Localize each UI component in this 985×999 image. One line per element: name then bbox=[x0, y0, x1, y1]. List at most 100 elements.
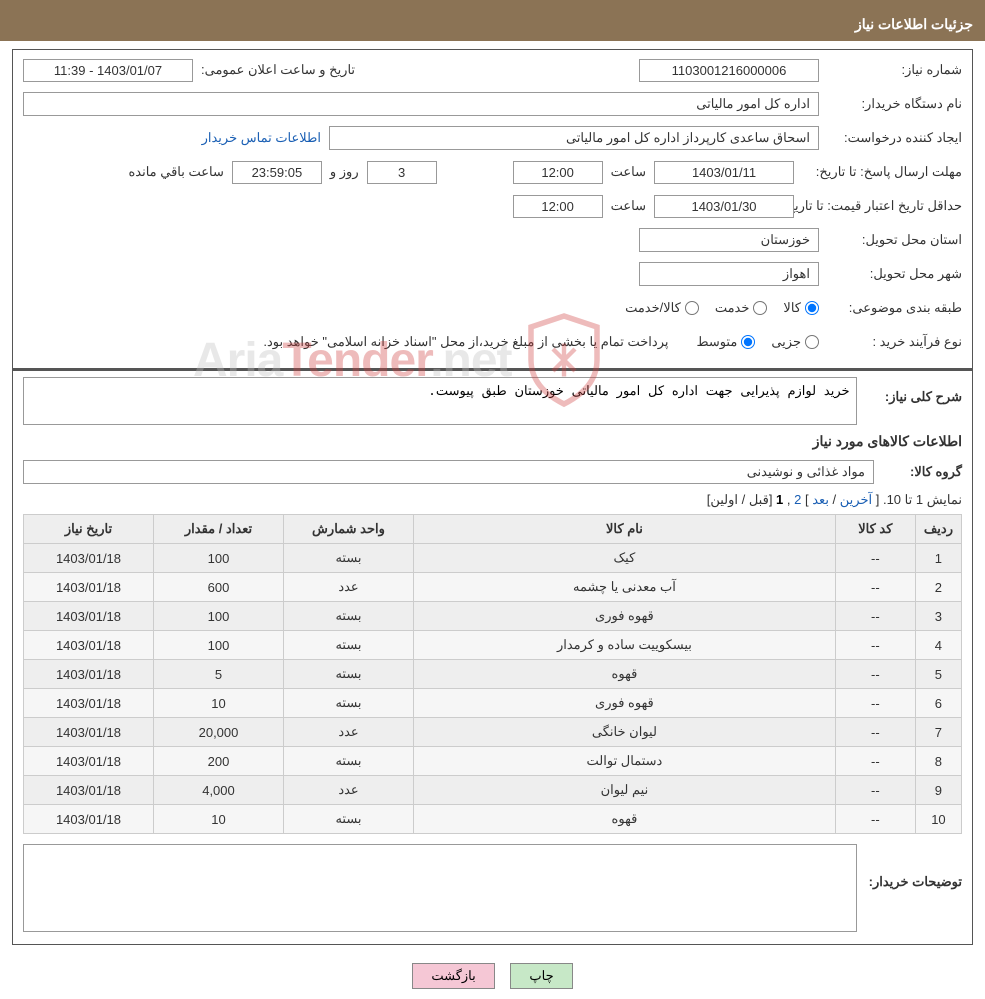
category-radio-both[interactable]: کالا/خدمت bbox=[625, 300, 699, 316]
table-row: 8--دستمال توالتبسته2001403/01/18 bbox=[24, 747, 962, 776]
table-cell: 3 bbox=[915, 602, 961, 631]
goods-table: ردیفکد کالانام کالاواحد شمارشتعداد / مقد… bbox=[23, 514, 962, 834]
top-band bbox=[0, 0, 985, 8]
table-cell: 1403/01/18 bbox=[24, 602, 154, 631]
table-cell: بسته bbox=[284, 805, 414, 834]
table-cell: بسته bbox=[284, 660, 414, 689]
description-textarea[interactable] bbox=[23, 377, 857, 425]
table-cell: 10 bbox=[915, 805, 961, 834]
need-number-label: شماره نیاز: bbox=[827, 60, 962, 80]
page-first: اولین bbox=[710, 492, 738, 507]
validity-label: حداقل تاریخ اعتبار قیمت: تا تاریخ: bbox=[802, 196, 962, 216]
deadline-days: 3 bbox=[367, 161, 437, 184]
province-label: استان محل تحویل: bbox=[827, 230, 962, 250]
validity-date: 1403/01/30 bbox=[654, 195, 794, 218]
table-cell: آب معدنی یا چشمه bbox=[414, 573, 836, 602]
city-value: اهواز bbox=[639, 262, 819, 286]
city-label: شهر محل تحویل: bbox=[827, 264, 962, 284]
table-cell: 5 bbox=[915, 660, 961, 689]
deadline-remain-label: ساعت باقي مانده bbox=[128, 162, 223, 182]
table-cell: 1 bbox=[915, 544, 961, 573]
table-cell: بسته bbox=[284, 602, 414, 631]
pagination: نمایش 1 تا 10. [ آخرین / بعد ] 2 , 1 [قب… bbox=[23, 492, 962, 508]
purchase-type-label: نوع فرآیند خرید : bbox=[827, 332, 962, 352]
table-cell: 600 bbox=[154, 573, 284, 602]
requester-label: ایجاد کننده درخواست: bbox=[827, 128, 962, 148]
table-cell: بیسکوییت ساده و کرمدار bbox=[414, 631, 836, 660]
table-header-cell: واحد شمارش bbox=[284, 515, 414, 544]
button-bar: چاپ بازگشت bbox=[0, 953, 985, 999]
table-cell: 1403/01/18 bbox=[24, 747, 154, 776]
table-cell: 1403/01/18 bbox=[24, 718, 154, 747]
table-cell: -- bbox=[835, 660, 915, 689]
deadline-date: 1403/01/11 bbox=[654, 161, 794, 184]
table-cell: قهوه bbox=[414, 660, 836, 689]
province-value: خوزستان bbox=[639, 228, 819, 252]
table-cell: -- bbox=[835, 718, 915, 747]
table-cell: بسته bbox=[284, 631, 414, 660]
table-cell: 2 bbox=[915, 573, 961, 602]
table-cell: بسته bbox=[284, 544, 414, 573]
deadline-label: مهلت ارسال پاسخ: تا تاریخ: bbox=[802, 162, 962, 182]
table-cell: قهوه فوری bbox=[414, 602, 836, 631]
table-cell: دستمال توالت bbox=[414, 747, 836, 776]
validity-time-label: ساعت bbox=[611, 196, 646, 216]
table-row: 1--کیکبسته1001403/01/18 bbox=[24, 544, 962, 573]
table-cell: نیم لیوان bbox=[414, 776, 836, 805]
table-cell: -- bbox=[835, 805, 915, 834]
table-body: 1--کیکبسته1001403/01/182--آب معدنی یا چش… bbox=[24, 544, 962, 834]
table-cell: -- bbox=[835, 573, 915, 602]
table-cell: 1403/01/18 bbox=[24, 776, 154, 805]
back-button[interactable]: بازگشت bbox=[412, 963, 494, 989]
page-prev: قبل bbox=[749, 492, 769, 507]
announce-date-label: تاریخ و ساعت اعلان عمومی: bbox=[201, 60, 355, 80]
table-cell: -- bbox=[835, 689, 915, 718]
table-cell: -- bbox=[835, 602, 915, 631]
category-radio-service[interactable]: خدمت bbox=[715, 300, 768, 316]
table-row: 10--قهوهبسته101403/01/18 bbox=[24, 805, 962, 834]
print-button[interactable]: چاپ bbox=[510, 963, 572, 989]
table-cell: 1403/01/18 bbox=[24, 660, 154, 689]
table-cell: 200 bbox=[154, 747, 284, 776]
table-cell: 4,000 bbox=[154, 776, 284, 805]
announce-date-value: 1403/01/07 - 11:39 bbox=[23, 59, 193, 82]
table-cell: 8 bbox=[915, 747, 961, 776]
page-title: جزئیات اطلاعات نیاز bbox=[0, 8, 985, 41]
need-number-value: 1103001216000006 bbox=[639, 59, 819, 82]
table-header-cell: تعداد / مقدار bbox=[154, 515, 284, 544]
table-cell: -- bbox=[835, 776, 915, 805]
table-cell: 1403/01/18 bbox=[24, 689, 154, 718]
table-cell: 100 bbox=[154, 544, 284, 573]
category-label: طبقه بندی موضوعی: bbox=[827, 298, 962, 318]
table-cell: -- bbox=[835, 747, 915, 776]
buyer-notes-textarea[interactable] bbox=[23, 844, 857, 932]
table-cell: 4 bbox=[915, 631, 961, 660]
deadline-days-label: روز و bbox=[330, 162, 359, 182]
table-cell: -- bbox=[835, 631, 915, 660]
table-cell: قهوه bbox=[414, 805, 836, 834]
table-cell: 1403/01/18 bbox=[24, 805, 154, 834]
purchase-radio-medium[interactable]: متوسط bbox=[696, 334, 755, 350]
buyer-notes-label: توضیحات خریدار: bbox=[865, 844, 962, 892]
table-header-cell: ردیف bbox=[915, 515, 961, 544]
buyer-org-value: اداره کل امور مالیاتی bbox=[23, 92, 819, 116]
table-cell: 7 bbox=[915, 718, 961, 747]
goods-title: اطلاعات کالاهای مورد نیاز bbox=[23, 433, 962, 450]
table-cell: لیوان خانگی bbox=[414, 718, 836, 747]
table-cell: بسته bbox=[284, 689, 414, 718]
contact-link[interactable]: اطلاعات تماس خریدار bbox=[202, 130, 321, 146]
table-row: 3--قهوه فوریبسته1001403/01/18 bbox=[24, 602, 962, 631]
page-next[interactable]: بعد bbox=[812, 492, 829, 507]
table-row: 7--لیوان خانگیعدد20,0001403/01/18 bbox=[24, 718, 962, 747]
table-row: 5--قهوهبسته51403/01/18 bbox=[24, 660, 962, 689]
description-label: شرح کلی نیاز: bbox=[865, 377, 962, 407]
table-cell: قهوه فوری bbox=[414, 689, 836, 718]
deadline-time-label: ساعت bbox=[611, 162, 646, 182]
table-cell: 100 bbox=[154, 631, 284, 660]
page-last[interactable]: آخرین bbox=[840, 492, 872, 507]
buyer-org-label: نام دستگاه خریدار: bbox=[827, 94, 962, 114]
table-cell: 100 bbox=[154, 602, 284, 631]
category-radio-goods[interactable]: کالا bbox=[783, 300, 819, 316]
requester-value: اسحاق ساعدی کارپرداز اداره کل امور مالیا… bbox=[329, 126, 819, 150]
purchase-radio-minor[interactable]: جزیی bbox=[771, 334, 819, 350]
